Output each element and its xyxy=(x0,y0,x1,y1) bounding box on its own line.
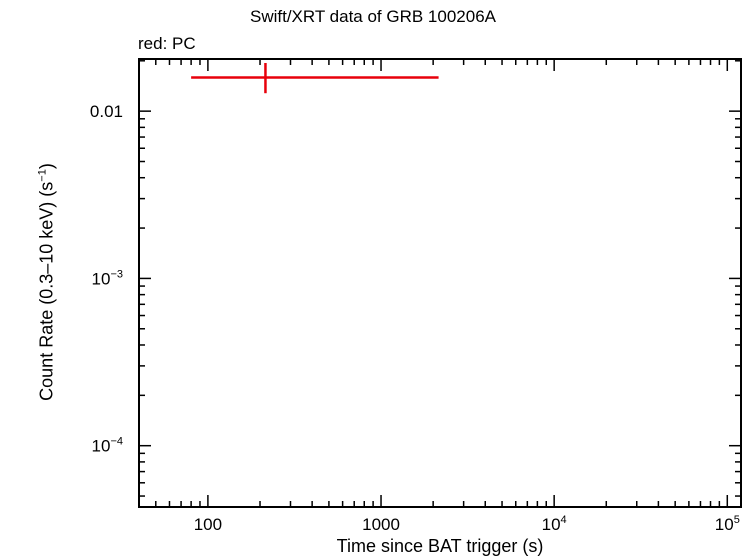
plot-frame xyxy=(138,58,742,508)
axis-tick-labels: 100 1000 104 105 0.01 10−3 10−4 xyxy=(90,102,740,534)
x-tick-label: 105 xyxy=(715,514,740,534)
y-tick-label: 0.01 xyxy=(90,102,123,121)
x-tick-label: 100 xyxy=(194,515,222,534)
y-tick-label: 10−4 xyxy=(92,436,123,456)
x-tick-label: 1000 xyxy=(362,515,400,534)
x-tick-label: 104 xyxy=(542,514,567,534)
chart-title: Swift/XRT data of GRB 100206A xyxy=(249,7,496,26)
chart-subtitle: red: PC xyxy=(138,34,196,53)
axis-ticks xyxy=(138,59,741,507)
data-marks xyxy=(191,63,439,94)
y-tick-label: 10−3 xyxy=(92,268,123,288)
x-axis-label: Time since BAT trigger (s) xyxy=(336,536,544,556)
